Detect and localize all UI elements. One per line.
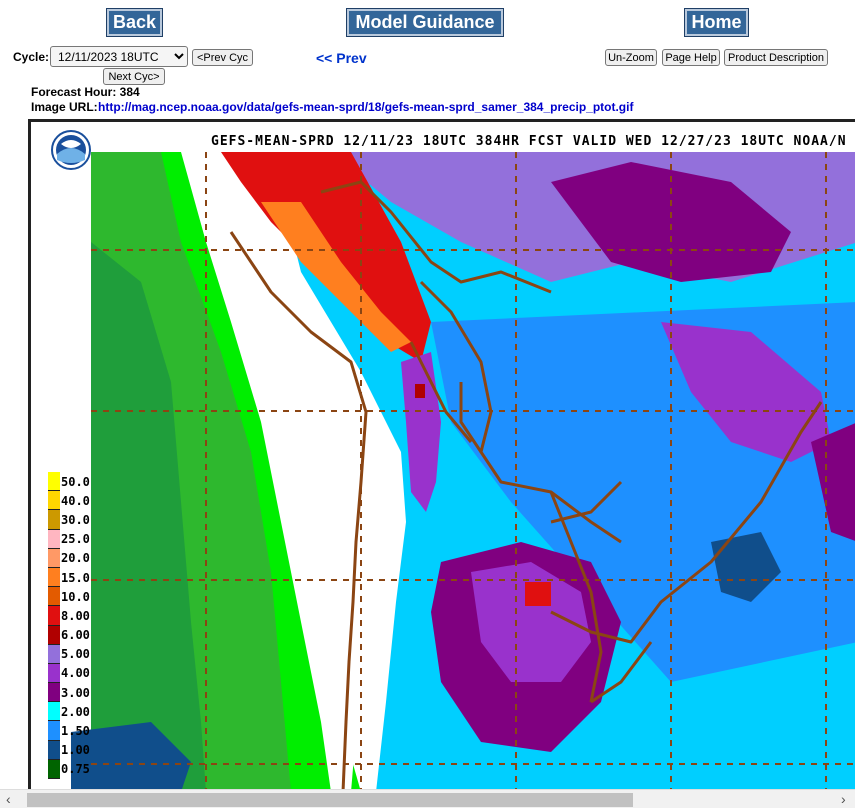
- legend-swatch: [48, 472, 60, 492]
- cycle-select[interactable]: 12/11/2023 18UTC: [50, 46, 188, 67]
- legend-swatch: [48, 663, 60, 684]
- legend-swatch: [48, 548, 60, 568]
- legend-row: 3.00: [48, 683, 90, 703]
- legend-row: 6.00: [48, 625, 90, 645]
- home-button[interactable]: Home: [684, 8, 749, 37]
- legend-row: 50.0: [48, 472, 90, 492]
- product-description-button[interactable]: Product Description: [724, 49, 828, 66]
- scroll-thumb[interactable]: [27, 793, 633, 807]
- prev-cycle-button[interactable]: <Prev Cyc: [192, 49, 253, 66]
- page-help-button[interactable]: Page Help: [662, 49, 720, 66]
- legend-label: 0.75: [61, 762, 90, 777]
- legend-row: 30.0: [48, 510, 90, 530]
- scroll-left-icon[interactable]: ‹: [6, 791, 11, 807]
- precip-map-image: [31, 122, 855, 789]
- legend-row: 2.00: [48, 702, 90, 722]
- legend-swatch: [48, 702, 60, 722]
- legend-swatch: [48, 683, 60, 703]
- noaa-logo: [51, 130, 91, 170]
- legend-swatch: [48, 759, 60, 779]
- legend-swatch: [48, 529, 60, 549]
- legend-row: 20.0: [48, 548, 90, 568]
- legend-swatch: [48, 510, 60, 530]
- legend-swatch: [48, 625, 60, 645]
- legend-row: 4.00: [48, 663, 90, 684]
- map-title: GEFS-MEAN-SPRD 12/11/23 18UTC 384HR FCST…: [211, 134, 847, 149]
- model-guidance-button[interactable]: Model Guidance: [346, 8, 504, 37]
- back-button[interactable]: Back: [106, 8, 163, 37]
- unzoom-button[interactable]: Un-Zoom: [605, 49, 657, 66]
- cycle-label: Cycle:: [13, 50, 50, 64]
- legend-label: 5.00: [61, 647, 90, 662]
- scroll-right-icon[interactable]: ›: [841, 791, 846, 807]
- next-cycle-button[interactable]: Next Cyc>: [103, 68, 165, 85]
- legend-swatch: [48, 721, 60, 741]
- forecast-hour: Forecast Hour: 384: [31, 85, 140, 99]
- forecast-map[interactable]: GEFS-MEAN-SPRD 12/11/23 18UTC 384HR FCST…: [28, 119, 855, 789]
- legend-row: 1.50: [48, 721, 90, 741]
- legend-label: 40.0: [61, 493, 90, 508]
- legend-swatch: [48, 644, 60, 664]
- color-legend: 50.0 40.0 30.0 25.0 20.0 15.0 10.0 8.00 6.00 5.00…: [48, 472, 90, 779]
- legend-row: 1.00: [48, 740, 90, 760]
- legend-row: 25.0: [48, 529, 90, 549]
- image-url-label: Image URL:: [31, 100, 98, 114]
- legend-label: 2.00: [61, 704, 90, 719]
- legend-label: 4.00: [61, 666, 90, 681]
- legend-label: 10.0: [61, 589, 90, 604]
- legend-row: 10.0: [48, 587, 90, 607]
- legend-swatch: [48, 606, 60, 626]
- legend-swatch: [48, 740, 60, 760]
- legend-row: 15.0: [48, 567, 90, 588]
- legend-label: 20.0: [61, 551, 90, 566]
- legend-label: 1.00: [61, 743, 90, 758]
- prev-link[interactable]: << Prev: [316, 50, 367, 66]
- legend-row: 8.00: [48, 606, 90, 626]
- image-url-link[interactable]: http://mag.ncep.noaa.gov/data/gefs-mean-…: [98, 100, 634, 114]
- legend-row: 0.75: [48, 759, 90, 779]
- legend-label: 1.50: [61, 724, 90, 739]
- legend-swatch: [48, 587, 60, 607]
- legend-label: 50.0: [61, 474, 90, 489]
- legend-label: 30.0: [61, 512, 90, 527]
- legend-label: 8.00: [61, 608, 90, 623]
- legend-row: 5.00: [48, 644, 90, 664]
- legend-swatch: [48, 491, 60, 511]
- legend-label: 3.00: [61, 685, 90, 700]
- legend-swatch: [48, 567, 60, 588]
- legend-label: 15.0: [61, 570, 90, 585]
- legend-row: 40.0: [48, 491, 90, 511]
- legend-label: 25.0: [61, 532, 90, 547]
- legend-label: 6.00: [61, 628, 90, 643]
- horizontal-scrollbar[interactable]: ‹ ›: [0, 789, 855, 808]
